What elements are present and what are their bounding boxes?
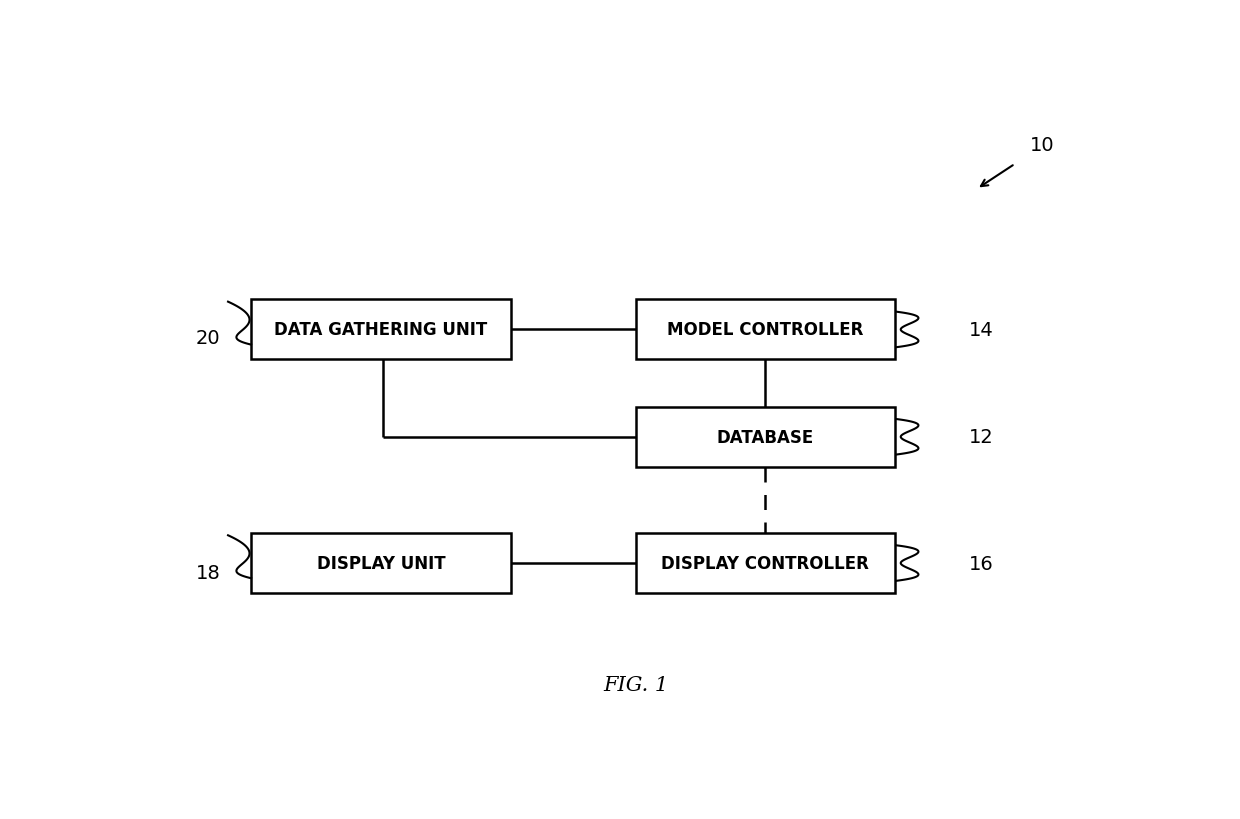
Bar [635,407,895,467]
Bar [250,300,511,360]
Text: 18: 18 [196,563,221,582]
Text: MODEL CONTROLLER: MODEL CONTROLLER [667,321,863,339]
Text: 10: 10 [1029,136,1054,155]
Bar [250,533,511,593]
Bar [635,300,895,360]
Text: DATABASE: DATABASE [717,428,813,446]
Bar [635,533,895,593]
Text: 14: 14 [970,320,993,340]
Text: DISPLAY CONTROLLER: DISPLAY CONTROLLER [661,554,869,572]
Text: 12: 12 [970,428,993,446]
Text: FIG. 1: FIG. 1 [603,676,668,695]
Text: 20: 20 [196,328,221,347]
Text: DATA GATHERING UNIT: DATA GATHERING UNIT [274,321,487,339]
Text: 16: 16 [970,554,993,572]
Text: DISPLAY UNIT: DISPLAY UNIT [316,554,445,572]
